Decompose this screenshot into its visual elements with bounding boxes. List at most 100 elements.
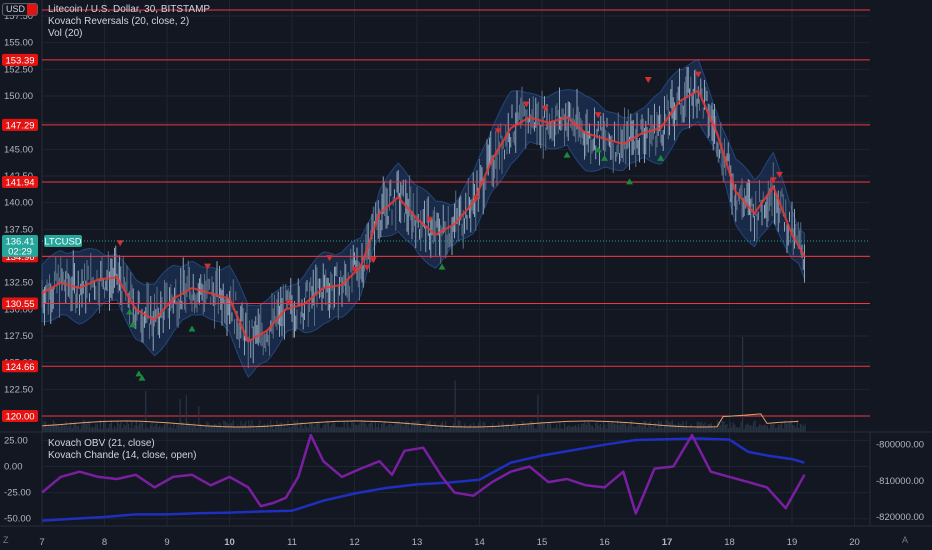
sub-y-tick-label: 0.00	[4, 461, 23, 472]
volume-bar	[363, 420, 366, 432]
x-tick-label: 19	[787, 537, 798, 548]
volume-bar	[462, 426, 464, 432]
legend-symbol-title[interactable]: Litecoin / U.S. Dollar, 30, BITSTAMP	[48, 4, 211, 15]
volume-bar	[51, 424, 53, 432]
volume-bar	[595, 423, 597, 432]
volume-bar	[454, 380, 456, 432]
legend-indicator-obv[interactable]: Kovach OBV (21, close)	[48, 438, 155, 449]
volume-bar	[273, 428, 275, 432]
level-badge	[2, 410, 38, 422]
sell-signal-marker	[769, 177, 777, 184]
volume-bar	[420, 425, 422, 432]
volume-bar	[629, 422, 631, 432]
buy-signal-marker	[126, 308, 133, 315]
currency-selector[interactable]: USD	[2, 3, 38, 16]
last-price-badge	[2, 234, 38, 257]
volume-bar	[398, 420, 400, 432]
volume-bar	[95, 424, 97, 432]
volume-bar	[656, 428, 658, 432]
volume-bar	[243, 423, 245, 432]
volume-bar	[635, 426, 637, 432]
volume-bar	[109, 424, 111, 432]
volume-bar	[310, 421, 312, 432]
volume-bar	[660, 421, 662, 432]
volume-bar	[409, 428, 411, 432]
volume-bar	[431, 425, 433, 432]
volume-bar	[437, 426, 439, 432]
volume-bar	[285, 428, 287, 432]
volume-bar	[63, 425, 66, 432]
volume-bar	[227, 423, 230, 432]
volume-bar	[123, 424, 125, 432]
volume-bar	[596, 422, 598, 432]
volume-bar	[677, 422, 680, 432]
volume-bar	[340, 426, 342, 432]
volume-bar	[471, 428, 473, 432]
buy-signal-marker	[657, 154, 665, 161]
volume-bar	[92, 426, 94, 432]
volume-bar	[520, 425, 522, 432]
volume-bar	[693, 428, 695, 432]
volume-bar	[498, 422, 500, 432]
volume-bar	[346, 420, 348, 432]
volume-bar	[324, 424, 327, 432]
auto-scale-button[interactable]: A	[902, 535, 909, 545]
volume-bar	[293, 420, 295, 432]
volume-bar	[379, 428, 381, 432]
volume-bar	[198, 406, 200, 432]
volume-bar	[157, 427, 159, 432]
volume-bar	[752, 421, 755, 432]
volume-bar	[551, 427, 553, 432]
legend-indicator-chande[interactable]: Kovach Chande (14, close, open)	[48, 450, 197, 461]
buy-signal-marker	[626, 178, 633, 185]
volume-bar	[376, 427, 378, 432]
sell-signal-marker	[426, 216, 433, 223]
volume-bar	[573, 426, 575, 432]
volume-bar	[207, 422, 209, 432]
legend-indicator-volume[interactable]: Vol (20)	[48, 28, 83, 39]
volume-bar	[668, 421, 670, 432]
volume-bar	[374, 422, 377, 432]
volume-bar	[149, 424, 152, 432]
volume-bar	[723, 420, 725, 432]
sell-signal-marker	[694, 71, 702, 78]
volume-bar	[721, 420, 723, 432]
volume-bar	[271, 425, 273, 432]
volume-bar	[443, 428, 445, 432]
volume-bar	[81, 425, 83, 432]
volume-bar	[252, 424, 255, 432]
volume-bar	[67, 426, 69, 432]
volume-bar	[113, 426, 116, 432]
volume-bar	[373, 428, 375, 432]
volume-bar	[142, 422, 144, 432]
volume-bar	[781, 421, 783, 432]
volume-bar	[352, 422, 355, 432]
volume-bar	[354, 424, 356, 432]
x-tick-label: 10	[224, 537, 235, 548]
volume-bar	[356, 424, 358, 432]
volume-bar	[42, 427, 44, 432]
sell-signal-marker	[285, 299, 293, 306]
volume-bar	[710, 422, 712, 432]
volume-bar	[392, 426, 394, 432]
volume-bar	[676, 425, 678, 432]
volume-bar	[62, 424, 64, 432]
volume-bar	[632, 426, 634, 432]
volume-bar	[709, 424, 711, 432]
volume-bar	[623, 423, 625, 432]
legend-indicator-reversals[interactable]: Kovach Reversals (20, close, 2)	[48, 16, 190, 27]
sub-y-tick-label: -50.00	[4, 514, 31, 525]
obv-line	[41, 437, 805, 522]
sub-y-tick-label: 25.00	[4, 435, 28, 446]
volume-bar	[165, 423, 167, 432]
volume-bar	[131, 421, 133, 432]
volume-bar	[465, 425, 467, 432]
zoom-button[interactable]: Z	[3, 535, 9, 545]
volume-bar	[429, 420, 431, 432]
volume-bar	[127, 423, 130, 432]
volume-bar	[345, 427, 347, 432]
volume-bar	[774, 427, 777, 432]
volume-bar	[77, 425, 80, 432]
